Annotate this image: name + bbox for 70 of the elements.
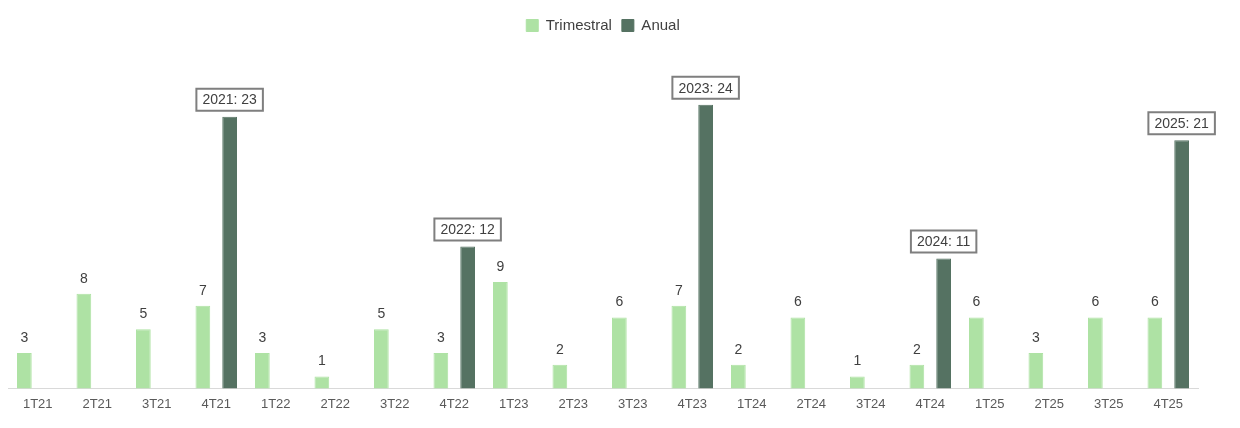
x-tick-label: 4T25 <box>1153 395 1184 411</box>
data-label: 7 <box>198 281 207 298</box>
x-tick-label: 1T24 <box>736 395 767 411</box>
data-label: 2024: 11 <box>916 233 971 250</box>
x-tick-label: 3T22 <box>379 395 410 411</box>
x-tick-label: 3T23 <box>617 395 648 411</box>
bar <box>1028 352 1044 389</box>
bar <box>1174 140 1189 389</box>
x-tick-label: 4T24 <box>915 395 946 411</box>
data-label: 1 <box>853 352 862 369</box>
data-label: 2023: 24 <box>678 79 734 96</box>
bar <box>909 364 925 389</box>
bar <box>76 293 92 389</box>
bar <box>195 305 211 389</box>
data-label: 5 <box>377 305 386 322</box>
x-tick-label: 3T21 <box>141 395 172 411</box>
data-label: 3 <box>20 328 29 345</box>
legend-label: Trimestral <box>545 15 612 33</box>
bar <box>790 317 806 389</box>
x-tick-label: 2T22 <box>320 395 351 411</box>
data-label: 6 <box>1150 293 1159 310</box>
data-label: 2 <box>912 340 921 357</box>
bar <box>698 104 713 389</box>
data-label: 3 <box>258 328 267 345</box>
x-tick-label: 1T21 <box>22 395 53 411</box>
data-label: 2022: 12 <box>440 221 496 238</box>
x-tick-label: 3T24 <box>855 395 886 411</box>
data-label: 2025: 21 <box>1154 115 1210 132</box>
data-label: 1 <box>317 352 326 369</box>
bar <box>936 258 951 389</box>
data-label: 6 <box>1091 293 1100 310</box>
x-tick-label: 1T22 <box>260 395 291 411</box>
bar <box>17 352 32 389</box>
x-tick-label: 4T21 <box>201 395 232 411</box>
bar <box>136 329 151 389</box>
bar <box>374 329 389 389</box>
data-label: 3 <box>1031 328 1040 345</box>
data-label: 7 <box>674 281 683 298</box>
data-label: 9 <box>496 257 505 274</box>
x-tick-label: 3T25 <box>1093 395 1124 411</box>
x-tick-label: 2T24 <box>796 395 827 411</box>
data-label: 2 <box>555 340 564 357</box>
bar <box>552 364 568 389</box>
data-label: 6 <box>972 293 981 310</box>
x-tick-label: 1T25 <box>974 395 1005 411</box>
x-tick-label: 4T23 <box>677 395 708 411</box>
bar <box>969 317 984 389</box>
bar <box>255 352 270 389</box>
data-label: 6 <box>793 293 802 310</box>
bar <box>731 364 746 389</box>
bar <box>671 305 687 389</box>
x-tick-label: 2T25 <box>1034 395 1065 411</box>
data-label: 2021: 23 <box>202 91 258 108</box>
legend-label: Anual <box>641 15 680 33</box>
data-label: 3 <box>436 328 445 345</box>
bar <box>493 282 508 389</box>
bar <box>433 352 449 389</box>
x-tick-label: 4T22 <box>439 395 470 411</box>
data-label: 6 <box>615 293 624 310</box>
bar <box>460 246 475 389</box>
bar <box>1088 317 1103 389</box>
x-tick-label: 2T23 <box>558 395 589 411</box>
bar <box>1147 317 1163 389</box>
bar <box>222 116 237 389</box>
data-label: 5 <box>139 305 148 322</box>
x-tick-label: 2T21 <box>82 395 113 411</box>
data-label: 2 <box>734 340 743 357</box>
data-label: 8 <box>79 269 88 286</box>
x-tick-label: 1T23 <box>498 395 529 411</box>
bar <box>612 317 627 389</box>
